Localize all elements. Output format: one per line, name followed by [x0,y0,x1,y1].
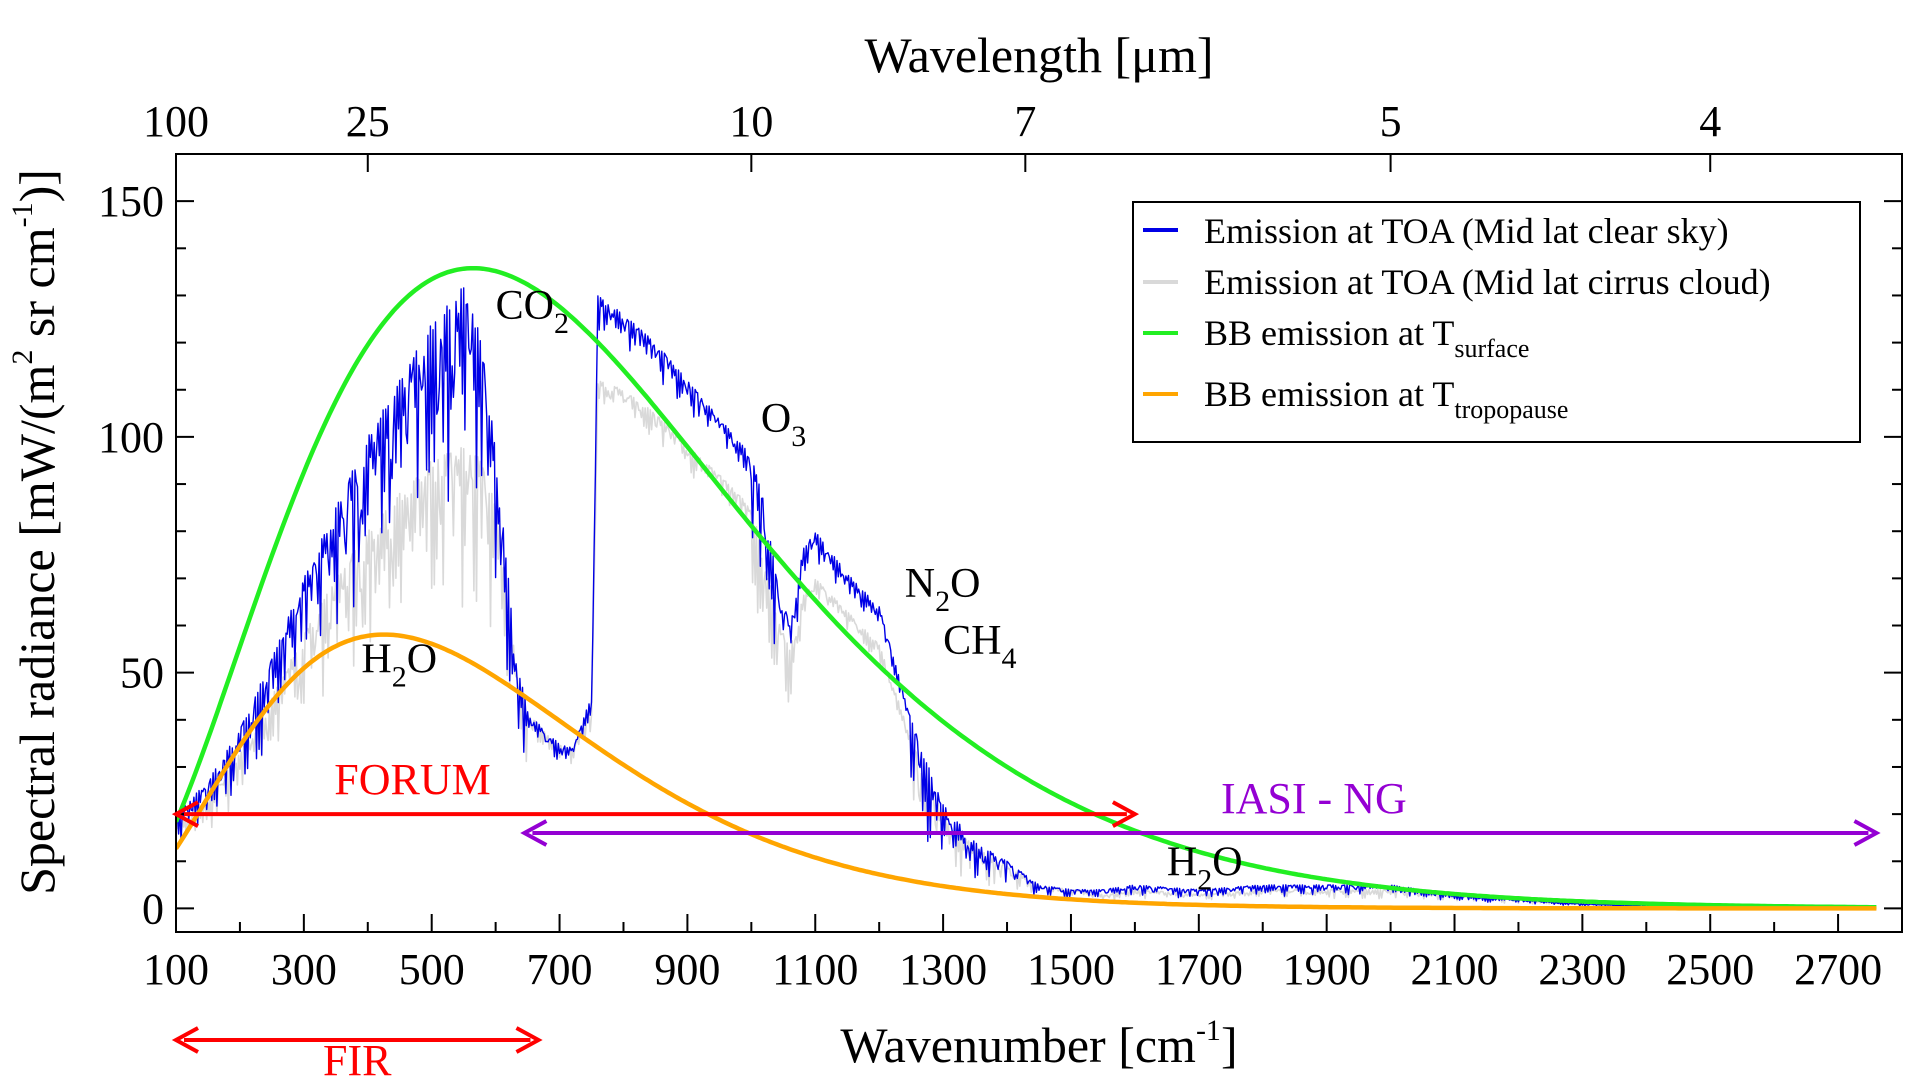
fir-range-label: FIR [323,1036,392,1080]
x-tick-label: 900 [654,945,720,994]
top-axis-title: Wavelength [μm] [864,27,1213,83]
legend-label-surface-sub: surface [1454,334,1529,363]
molecule-label-main: H [1167,839,1197,885]
legend-label-surface-main: BB emission at T [1204,313,1454,353]
molecule-label-sub: 2 [1197,863,1212,896]
x-tick-label: 300 [271,945,337,994]
x-tick-label: 1900 [1283,945,1371,994]
forum-range-head-left [171,800,199,828]
series-line-clear [176,287,1877,909]
x-tick-label: 1500 [1027,945,1115,994]
molecule-label-sub: 2 [935,585,950,618]
top-tick-label: 4 [1699,97,1721,146]
molecule-label-sub: 4 [1001,642,1016,675]
plot-frame [175,153,1903,933]
x-tick-label: 1700 [1155,945,1243,994]
legend-label-surface: BB emission at Tsurface [1204,313,1529,363]
molecule-label-sub: 2 [554,307,569,340]
molecule-label: H2O [1167,839,1243,896]
y-tick-label: 50 [120,649,164,698]
top-tick-label: 25 [346,97,390,146]
molecule-label: O3 [761,396,806,453]
molecule-label-main: H [361,637,391,683]
legend-label-cirrus: Emission at TOA (Mid lat cirrus cloud) [1204,262,1771,302]
molecule-label-tail: O [1212,839,1242,885]
y-axis-title-mid: sr cm [9,227,65,349]
molecule-label-main: CH [943,618,1001,664]
molecule-label-main: O [761,396,791,442]
x-axis-title-sup: -1 [1196,1014,1221,1047]
top-tick-label: 5 [1380,97,1402,146]
tick-labels: 100 300 500 700 900 1100 1300 1500 1700 1900 2100 2… [98,97,1882,994]
y-tick-label: 100 [98,413,164,462]
iasi-ng-range-head-left [520,819,548,847]
forum-range-head-right [1111,800,1140,828]
forum-range-label: FORUM [334,755,491,804]
x-tick-label: 2700 [1794,945,1882,994]
molecule-label-sub: 3 [791,420,806,453]
legend-label-tropopause-main: BB emission at T [1204,374,1454,414]
molecule-label: N2O [905,561,981,618]
iasi-ng-range-head-right [1853,819,1881,847]
plot-area [176,265,1877,911]
axis-ticks [175,154,1902,932]
x-tick-label: 500 [399,945,465,994]
top-tick-label: 10 [729,97,773,146]
instrument-ranges: FORUM IASI - NG FIR [171,755,1881,1080]
series-line-surface [176,265,1877,910]
molecule-label-tail: O [407,637,437,683]
molecule-label-main: CO [496,283,554,329]
molecule-label-tail: O [950,561,980,607]
molecule-label-sub: 2 [392,661,407,694]
x-tick-label: 100 [143,945,209,994]
x-axis-title: Wavenumber [cm-1] [840,1014,1237,1073]
x-tick-label: 2100 [1411,945,1499,994]
molecule-label-main: N [905,561,935,607]
x-tick-label: 1100 [772,945,858,994]
y-axis-title-end: )] [9,169,65,202]
fir-range-head-left [171,1026,199,1054]
fir-range-head-right [515,1026,543,1054]
legend: Emission at TOA (Mid lat clear sky) Emis… [1132,201,1861,443]
y-axis-title: Spectral radiance [mW/(m2 sr cm-1)] [6,169,65,895]
top-tick-label: 7 [1014,97,1036,146]
legend-label-clear: Emission at TOA (Mid lat clear sky) [1204,211,1729,251]
legend-box [1132,201,1861,443]
x-tick-label: 2300 [1538,945,1626,994]
y-tick-label: 0 [142,884,164,933]
molecule-label: H2O [361,637,437,694]
series-line-tropopause [176,632,1877,911]
molecule-label: CO2 [496,283,569,340]
iasi-ng-range-label: IASI - NG [1221,774,1407,823]
x-tick-label: 1300 [899,945,987,994]
y-tick-label: 150 [98,177,164,226]
x-axis-title-end: ] [1221,1017,1238,1073]
x-tick-label: 2500 [1666,945,1754,994]
legend-label-tropopause: BB emission at Ttropopause [1204,374,1568,424]
x-axis-title-main: Wavenumber [cm [840,1017,1196,1073]
legend-label-tropopause-sub: tropopause [1454,395,1568,424]
y-axis-title-sup2: -1 [6,202,39,227]
x-tick-label: 700 [527,945,593,994]
top-tick-label: 100 [143,97,209,146]
y-axis-title-sup1: 2 [6,350,39,365]
y-axis-title-main: Spectral radiance [mW/(m [9,365,65,895]
molecule-label: CH4 [943,618,1016,675]
